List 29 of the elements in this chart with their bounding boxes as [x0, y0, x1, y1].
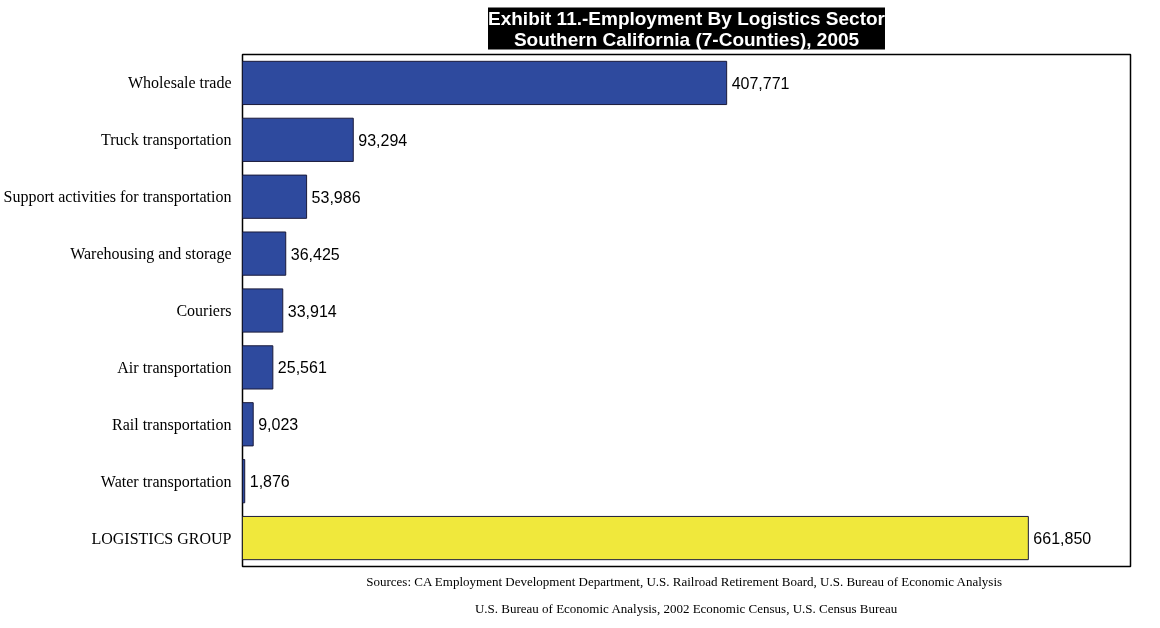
bar: [242, 117, 354, 162]
bar: [242, 288, 284, 333]
data-label: 33,914: [287, 302, 337, 320]
y-tick-label: Truck transportation: [100, 131, 232, 150]
text: U.S. Bureau of Economic Analysis, 2002 Economic Census, U.S. Census Bureau: [474, 600, 898, 616]
bar: [242, 231, 287, 276]
bar: [242, 402, 254, 447]
data-label: 661,850: [1033, 530, 1092, 548]
bar: [242, 60, 728, 106]
y-tick-label: Air transportation: [117, 358, 232, 377]
source-note: Sources: CA Employment Development Department, U.S. Railroad Retirement Board, U.S. Bureau of Economic Analysis: [366, 573, 1003, 589]
data-label: 9,023: [258, 416, 299, 434]
y-tick-label: Warehousing and storage: [70, 245, 232, 264]
y-tick-label: Water transportation: [100, 472, 232, 491]
y-tick-label: Couriers: [176, 302, 232, 319]
y-tick-label: Rail transportation: [111, 415, 232, 434]
data-label: 93,294: [358, 131, 408, 149]
bar: [242, 174, 308, 219]
y-tick-label: Support activities for transportation: [3, 188, 232, 207]
bar: [242, 515, 1029, 561]
y-tick-label: LOGISTICS GROUP: [91, 529, 232, 547]
data-label: 53,986: [311, 188, 361, 206]
data-label: 36,425: [290, 245, 340, 263]
data-label: 407,771: [731, 74, 790, 92]
bar: [242, 345, 274, 390]
data-label: 1,876: [249, 473, 290, 491]
chart-title: Exhibit 11.-Employment By Logistics Sector Southern California (7-Counties), 2005: [488, 7, 886, 50]
data-label: 25,561: [277, 359, 327, 377]
y-tick-label: Wholesale trade: [128, 74, 232, 92]
